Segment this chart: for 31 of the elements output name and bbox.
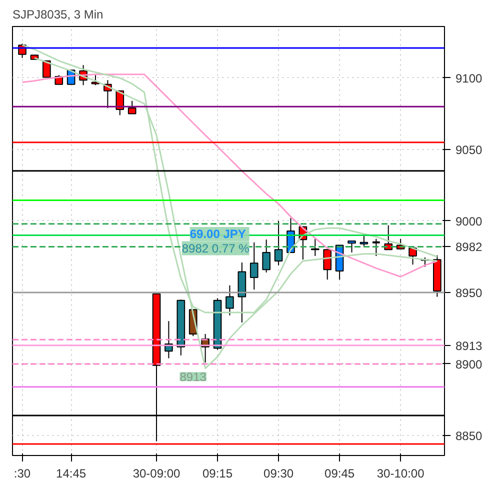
candlestick bbox=[262, 239, 270, 273]
y-tick-label: 9100 bbox=[456, 71, 483, 86]
candlestick bbox=[348, 240, 356, 253]
x-tick-label: 09:30 bbox=[264, 466, 294, 480]
x-tick-label: :30 bbox=[14, 466, 31, 480]
x-tick-label: 30-10:00 bbox=[376, 466, 425, 480]
candlestick bbox=[274, 220, 283, 266]
candlestick bbox=[226, 284, 234, 316]
candlestick bbox=[128, 100, 136, 114]
y-tick-label: 9050 bbox=[456, 142, 483, 157]
annotation: 69.00 JPY bbox=[190, 227, 246, 241]
annotation: 8982 0.77 % bbox=[182, 241, 250, 256]
ref-line-label: 8982 bbox=[456, 240, 483, 254]
candlestick bbox=[408, 248, 417, 266]
candlestick bbox=[250, 242, 258, 290]
chart-title: SJPJ8035, 3 Min bbox=[12, 8, 104, 22]
y-tick-label: 8900 bbox=[456, 357, 483, 372]
y-tick-label: 8950 bbox=[456, 286, 483, 300]
x-tick-label: 09:15 bbox=[202, 466, 233, 480]
y-tick-label: 9000 bbox=[456, 214, 483, 228]
y-tick-label: 8850 bbox=[456, 428, 483, 443]
candlestick bbox=[42, 60, 51, 78]
candlestick bbox=[360, 233, 368, 248]
candlestick bbox=[323, 249, 332, 280]
annotation: 8913 bbox=[180, 370, 207, 384]
ref-line-label: 8913 bbox=[456, 338, 483, 353]
candlestick bbox=[310, 238, 320, 257]
x-tick-label: 14:45 bbox=[56, 466, 86, 480]
x-tick-label: 30-09:00 bbox=[132, 466, 181, 480]
candlestick bbox=[372, 238, 381, 257]
x-tick-label: 09:45 bbox=[324, 466, 355, 480]
